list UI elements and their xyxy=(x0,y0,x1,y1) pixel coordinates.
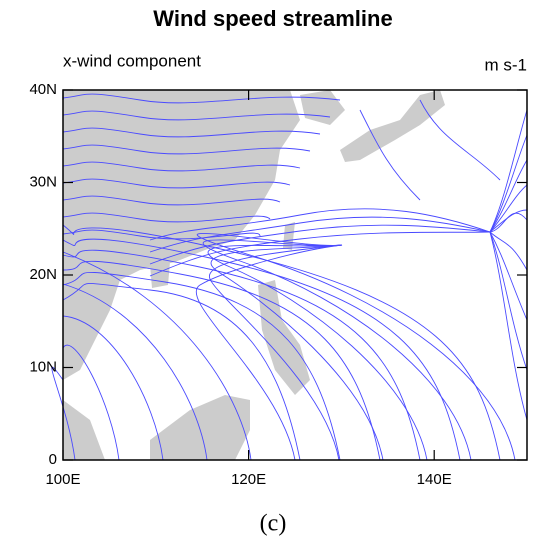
streamline xyxy=(62,238,461,461)
japan xyxy=(340,90,445,162)
streamline xyxy=(489,134,528,233)
title: Wind speed streamline xyxy=(153,6,392,31)
y-tick-label: 20N xyxy=(29,266,57,283)
streamline xyxy=(62,161,301,172)
taiwan xyxy=(283,222,295,250)
streamline xyxy=(62,195,281,206)
streamline xyxy=(149,216,491,253)
streamline xyxy=(489,184,528,233)
sumatra xyxy=(63,400,105,460)
streamline xyxy=(419,99,501,181)
streamline xyxy=(359,109,421,201)
streamline xyxy=(489,231,528,271)
y-tick-label: 40N xyxy=(29,81,57,98)
streamline xyxy=(62,260,381,461)
philippines xyxy=(258,280,310,395)
borneo xyxy=(150,395,250,460)
x-tick-label: 120E xyxy=(231,471,266,488)
streamline xyxy=(62,249,421,461)
y-tick-label: 0 xyxy=(49,451,57,468)
streamline xyxy=(51,366,76,461)
streamline xyxy=(203,239,472,461)
streamline xyxy=(209,244,343,461)
streamline xyxy=(489,231,528,421)
streamline xyxy=(62,282,301,461)
streamline xyxy=(62,144,311,155)
streamline xyxy=(149,231,491,277)
streamline xyxy=(62,93,341,104)
streamline xyxy=(489,231,528,371)
streamline xyxy=(149,224,491,265)
streamline xyxy=(207,244,428,461)
streamline xyxy=(62,229,261,240)
caption: (c) xyxy=(260,511,287,537)
streamline xyxy=(210,244,384,461)
streamline xyxy=(195,244,343,461)
korea xyxy=(300,90,345,125)
streamline xyxy=(149,208,491,241)
y-tick-label: 10N xyxy=(29,358,57,375)
streamline xyxy=(62,283,208,461)
streamlines xyxy=(51,93,528,461)
x-tick-label: 100E xyxy=(45,471,80,488)
streamline xyxy=(62,315,164,461)
streamline xyxy=(62,178,291,189)
streamline xyxy=(62,271,341,461)
streamline xyxy=(489,209,528,233)
x-tick-label: 140E xyxy=(417,471,452,488)
y-tick-label: 30N xyxy=(29,173,57,190)
streamline xyxy=(62,251,252,461)
streamline xyxy=(62,212,271,223)
streamline xyxy=(62,110,331,121)
streamline xyxy=(489,159,528,233)
streamline xyxy=(62,127,321,138)
streamline xyxy=(62,344,120,461)
subtitle-left: x-wind component xyxy=(63,51,201,70)
land xyxy=(63,90,445,460)
subtitle-right: m s-1 xyxy=(485,55,528,74)
streamline xyxy=(489,231,528,321)
hainan xyxy=(150,262,170,288)
mainland xyxy=(63,90,300,380)
streamline xyxy=(489,109,528,233)
